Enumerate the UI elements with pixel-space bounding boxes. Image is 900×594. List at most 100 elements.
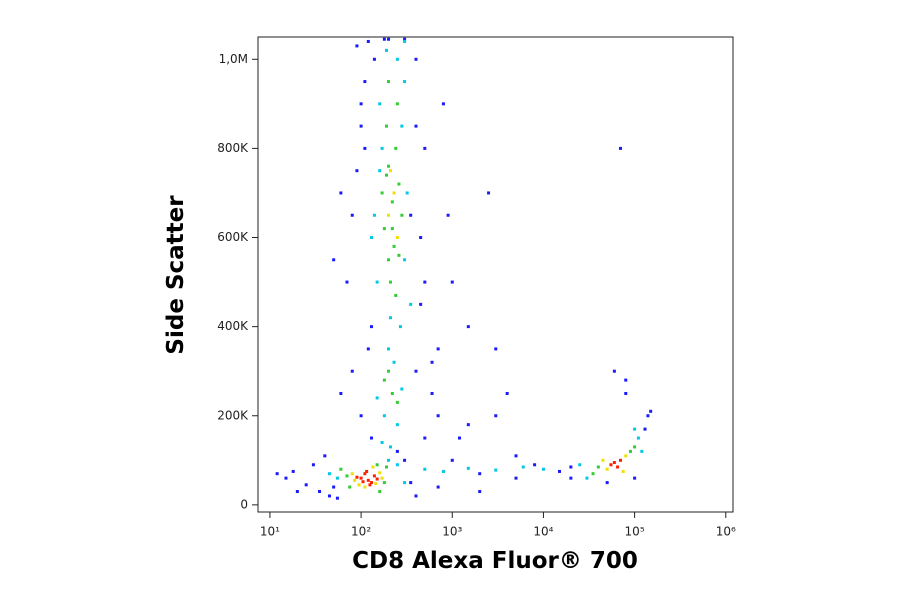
x-axis-title: CD8 Alexa Fluor® 700	[352, 548, 638, 574]
point	[395, 236, 399, 240]
point	[387, 80, 391, 84]
point	[345, 474, 349, 478]
point	[414, 369, 418, 373]
point	[403, 80, 407, 84]
point	[609, 463, 613, 467]
point	[450, 280, 454, 284]
point	[372, 57, 376, 61]
point	[624, 454, 628, 458]
point	[327, 494, 331, 498]
point	[395, 449, 399, 453]
point	[478, 472, 482, 476]
point	[275, 472, 279, 476]
point	[414, 494, 418, 498]
point	[640, 449, 644, 453]
point	[359, 102, 363, 106]
x-tick-label: 10⁵	[625, 525, 645, 539]
point	[616, 465, 620, 469]
point	[436, 347, 440, 351]
point	[355, 44, 359, 48]
point	[380, 146, 384, 150]
point	[405, 191, 409, 195]
point	[284, 476, 288, 480]
point	[348, 485, 352, 489]
point	[323, 454, 327, 458]
point	[385, 48, 389, 52]
point	[371, 465, 375, 469]
point	[374, 481, 378, 485]
point	[397, 253, 401, 257]
point	[380, 440, 384, 444]
point	[605, 481, 609, 485]
y-tick-label: 1,0M	[219, 52, 248, 66]
point	[423, 280, 427, 284]
point	[387, 258, 391, 262]
point	[382, 37, 386, 41]
point	[382, 481, 386, 485]
point	[621, 469, 625, 473]
point	[494, 468, 498, 472]
point	[380, 476, 384, 480]
point	[395, 463, 399, 467]
point	[643, 427, 647, 431]
point	[557, 469, 561, 473]
point	[350, 213, 354, 217]
point	[327, 472, 331, 476]
point	[400, 213, 404, 217]
point	[363, 146, 367, 150]
point	[318, 490, 322, 494]
point	[403, 481, 407, 485]
point	[365, 469, 369, 473]
point	[618, 146, 622, 150]
point	[494, 414, 498, 418]
point	[430, 391, 434, 395]
point	[478, 490, 482, 494]
point	[423, 146, 427, 150]
point	[450, 458, 454, 462]
point	[409, 213, 413, 217]
point	[380, 191, 384, 195]
point	[339, 391, 343, 395]
point	[436, 485, 440, 489]
point	[398, 325, 402, 329]
y-axis-title: Side Scatter	[163, 195, 189, 355]
point	[390, 391, 394, 395]
point	[359, 124, 363, 128]
point	[466, 423, 470, 427]
point	[387, 164, 391, 168]
point	[339, 467, 343, 471]
point	[350, 472, 354, 476]
point	[441, 102, 445, 106]
point	[395, 400, 399, 404]
point	[636, 436, 640, 440]
point	[372, 474, 376, 478]
point	[388, 316, 392, 320]
point	[359, 414, 363, 418]
point	[291, 469, 295, 473]
point	[409, 302, 413, 306]
point	[466, 466, 470, 470]
point	[385, 173, 389, 177]
point	[466, 325, 470, 329]
point	[633, 445, 637, 449]
point	[378, 471, 382, 475]
point	[585, 476, 589, 480]
point	[394, 293, 398, 297]
point	[578, 463, 582, 467]
point	[375, 396, 379, 400]
point	[646, 414, 650, 418]
point	[388, 445, 392, 449]
point	[514, 454, 518, 458]
point	[419, 302, 423, 306]
point	[387, 458, 391, 462]
point	[369, 481, 373, 485]
point	[541, 467, 545, 471]
point	[375, 280, 379, 284]
point	[387, 37, 391, 41]
point	[397, 182, 401, 186]
point	[372, 213, 376, 217]
point	[355, 169, 359, 173]
point	[388, 169, 392, 173]
point	[363, 485, 367, 489]
